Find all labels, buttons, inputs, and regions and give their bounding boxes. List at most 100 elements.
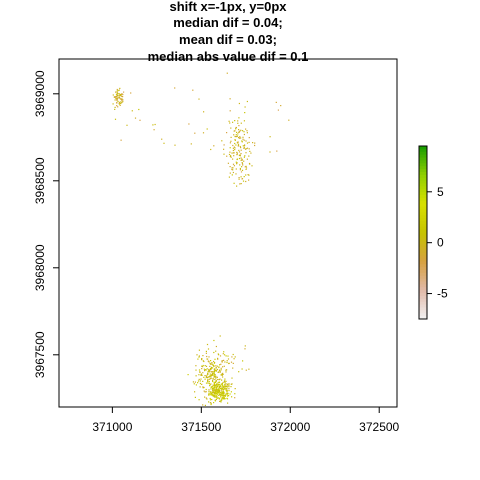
raster-cell — [126, 124, 128, 126]
raster-cell — [248, 141, 250, 143]
raster-cell — [239, 136, 241, 138]
raster-cell — [207, 382, 209, 384]
raster-cell — [224, 383, 226, 385]
raster-cell — [207, 360, 209, 362]
legend-color-step — [419, 264, 427, 268]
raster-cell — [221, 383, 223, 385]
raster-cell — [219, 355, 222, 357]
raster-cell — [244, 155, 246, 157]
raster-cell — [212, 364, 214, 366]
raster-cell — [210, 391, 212, 393]
raster-cell — [115, 95, 118, 97]
raster-cell — [237, 122, 239, 124]
raster-cell — [232, 169, 234, 171]
raster-cell — [118, 103, 120, 105]
raster-cell — [250, 152, 252, 154]
raster-cell — [237, 143, 240, 145]
raster-cell — [208, 378, 210, 381]
raster-cell — [246, 158, 248, 160]
raster-cell — [212, 374, 214, 376]
raster-cell — [205, 388, 207, 391]
raster-cell — [236, 131, 238, 133]
raster-cell — [215, 396, 217, 398]
raster-cell — [209, 402, 211, 404]
raster-cell — [241, 368, 243, 370]
raster-cell — [230, 391, 232, 393]
raster-cell — [230, 383, 232, 385]
raster-cell — [226, 388, 228, 390]
raster-cell — [243, 133, 245, 136]
title-line-4: median abs value dif = 0.1 — [148, 49, 309, 64]
legend-color-step — [419, 174, 427, 179]
raster-cell — [217, 384, 219, 387]
raster-cell — [238, 157, 241, 160]
raster-cell — [210, 371, 212, 373]
raster-cell — [236, 158, 238, 160]
raster-cell — [226, 155, 228, 157]
legend-color-step — [419, 148, 427, 153]
raster-cell — [215, 367, 217, 369]
raster-cell — [248, 179, 250, 181]
raster-cell — [214, 384, 216, 386]
raster-cell — [210, 360, 212, 362]
raster-cell — [248, 137, 250, 139]
raster-cell — [245, 168, 247, 170]
raster-cell — [225, 355, 227, 357]
raster-cell — [213, 375, 215, 377]
raster-cell — [200, 374, 203, 376]
raster-cell — [212, 373, 214, 375]
raster-cell — [218, 392, 220, 394]
raster-cell — [153, 129, 155, 131]
legend-color-step — [419, 183, 427, 187]
raster-cell — [218, 369, 221, 371]
raster-cell — [198, 399, 200, 401]
raster-cell — [206, 355, 208, 358]
raster-cell — [212, 391, 214, 394]
raster-cell — [234, 149, 236, 151]
raster-cell — [211, 398, 213, 401]
raster-cell — [227, 358, 230, 360]
raster-cell — [214, 392, 217, 394]
legend-color-step — [419, 220, 427, 225]
raster-cell — [206, 128, 208, 130]
raster-cell — [221, 397, 223, 399]
raster-cell — [212, 394, 214, 396]
raster-cell — [210, 403, 212, 406]
raster-cell — [238, 129, 240, 131]
raster-cell — [187, 374, 189, 376]
raster-cell — [227, 395, 229, 397]
raster-cell — [243, 145, 246, 147]
raster-cell — [216, 383, 218, 385]
raster-cell — [138, 108, 140, 111]
raster-cell — [217, 378, 219, 381]
raster-cell — [207, 372, 209, 374]
legend-color-step — [419, 154, 427, 159]
chart-title: shift x=-1px, y=0px median dif = 0.04; m… — [148, 0, 309, 64]
raster-cell — [210, 383, 212, 385]
raster-cell — [220, 369, 222, 371]
legend-color-step — [419, 200, 427, 205]
raster-cell — [214, 399, 216, 401]
raster-cell — [203, 386, 205, 389]
legend-color-step — [419, 186, 427, 190]
raster-cell — [224, 385, 226, 387]
raster-cell — [243, 147, 245, 149]
legend-color-step — [419, 249, 427, 254]
raster-cell — [218, 381, 221, 383]
raster-cell — [209, 365, 211, 367]
raster-cell — [221, 386, 223, 388]
raster-cell — [209, 363, 212, 365]
plot-frame — [58, 58, 398, 408]
raster-cell — [222, 388, 225, 391]
raster-cell — [211, 374, 213, 376]
raster-cell — [222, 381, 224, 384]
raster-cell — [220, 399, 222, 401]
raster-cell — [226, 132, 228, 134]
raster-cell — [249, 150, 251, 152]
raster-cell — [218, 386, 221, 389]
raster-cell — [238, 102, 240, 105]
raster-cell — [220, 387, 222, 389]
raster-cell — [233, 182, 235, 184]
raster-cell — [227, 162, 229, 164]
raster-cell — [115, 96, 117, 98]
